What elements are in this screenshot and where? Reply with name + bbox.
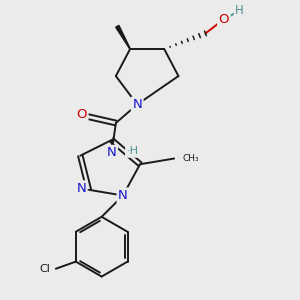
Text: N: N (132, 98, 142, 111)
Text: N: N (107, 146, 116, 159)
Text: O: O (76, 108, 87, 121)
Text: H: H (235, 4, 244, 17)
Text: Cl: Cl (39, 264, 50, 274)
Text: O: O (219, 13, 229, 26)
Polygon shape (116, 26, 130, 49)
Text: N: N (118, 189, 128, 202)
Text: CH₃: CH₃ (183, 154, 199, 163)
Text: ·H: ·H (126, 146, 138, 156)
Text: N: N (76, 182, 86, 195)
